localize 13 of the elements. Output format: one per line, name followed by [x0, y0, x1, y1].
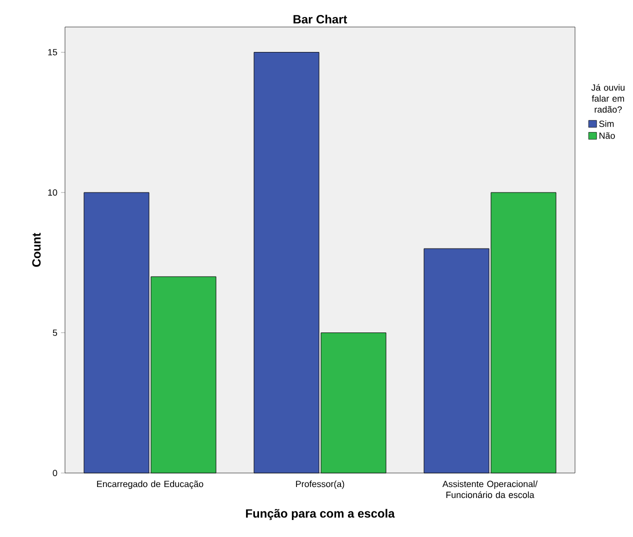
- legend-title: Já ouviu falar em radão?: [591, 84, 624, 113]
- y-tick-label: 15: [48, 49, 58, 56]
- x-tick-label: Encarregado de Educação: [97, 480, 204, 489]
- x-tick-label: Professor(a): [296, 480, 344, 489]
- chart-title: Bar Chart: [294, 14, 348, 24]
- y-tick-label: 10: [48, 189, 58, 196]
- x-axis-title: Função para com a escola: [246, 508, 395, 520]
- legend-label: Sim: [599, 120, 614, 127]
- y-axis-title: Count: [32, 232, 41, 267]
- x-tick-label: Assistente Operacional/ Funcionário da escola: [442, 480, 538, 498]
- legend-label: Não: [600, 132, 615, 139]
- y-tick-label: 5: [52, 330, 58, 336]
- y-tick-label: 0: [52, 470, 58, 476]
